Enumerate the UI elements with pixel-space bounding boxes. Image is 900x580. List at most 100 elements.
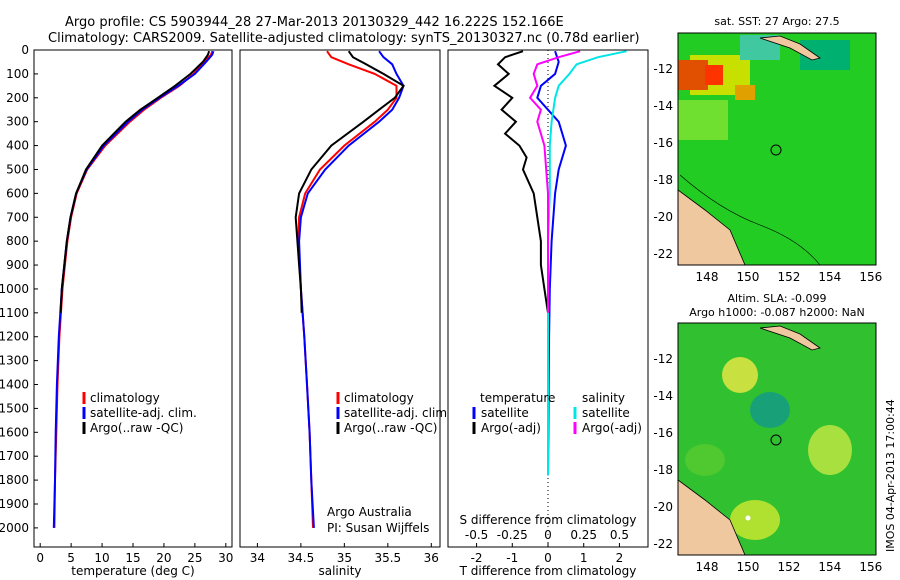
depth-tick-label: 1200 [0,330,29,344]
depth-tick-label: 0 [21,43,29,57]
map-lat-label: -14 [653,389,673,403]
map-lat-label: -16 [653,426,673,440]
png-coast [759,325,821,351]
depth-tick-label: 400 [6,139,29,153]
temperature-xlabel: temperature (deg C) [71,564,194,578]
x-tick-label: 34 [250,551,265,565]
map-lat-label: -22 [653,247,673,261]
sst-patch-4 [678,100,728,140]
map-lat-label: -16 [653,136,673,150]
temperature-x-axis: 0 5 10 15 20 25 30 [36,543,233,565]
s-diff-tick-label: 0.5 [610,528,629,542]
temperature-axes-frame [33,49,233,548]
temperature-legend: climatology satellite-adj. clim. Argo(..… [82,391,197,435]
depth-axis: 0 100 200 300 400 500 600 700 800 900 1000 1100 1200… [0,43,38,535]
legend-argo: Argo(..raw -QC) [90,421,183,435]
series-line-temperature-argo-adj- [492,50,549,313]
map-lon-label: 154 [818,560,841,574]
salinity-x-axis: 34 34.5 35 35.5 36 [250,543,439,565]
difference-legend: temperature satellite Argo(-adj) salinit… [472,391,642,435]
x-tick-label: 0 [36,551,44,565]
depth-tick-label: 1800 [0,473,29,487]
depth-tick-label: 1900 [0,497,29,511]
x-tick-label: 10 [94,551,109,565]
x-tick-label: -2 [471,551,483,565]
sla-map-axes: 148 150 152 154 156 -12 -14 -16 -18 -20 -22 [653,352,882,574]
map-lat-label: -20 [653,210,673,224]
imos-timestamp: IMOS 04-Apr-2013 17:00:44 [884,399,897,552]
salinity-axes-frame [239,49,441,548]
png-coast [759,35,821,61]
x-tick-label: 0 [544,551,552,565]
legend-satellite: satellite-adj. clim. [344,406,451,420]
depth-tick-label: 1600 [0,425,29,439]
s-diff-tick-label: 0.25 [570,528,597,542]
argo-position-marker [770,434,782,446]
difference-lines [492,50,627,476]
legend-s-satellite: satellite [582,406,630,420]
difference-xlabel: T difference from climatology [459,564,637,578]
sla-high-1 [722,357,758,393]
sla-low-1 [750,392,790,428]
series-line-salinity-argo-adj- [528,50,581,313]
sla-map-panel: Altim. SLA: -0.099 Argo h1000: -0.087 h2… [653,292,882,574]
map-lon-label: 156 [859,560,882,574]
depth-tick-label: 600 [6,186,29,200]
legend-satellite: satellite-adj. clim. [90,406,197,420]
depth-tick-label: 1400 [0,378,29,392]
sla-map-title-1: Altim. SLA: -0.099 [727,292,826,305]
argo-float-dot [745,515,751,521]
temperature-lines [52,50,215,528]
map-lon-label: 156 [859,270,882,284]
depth-tick-label: 200 [6,91,29,105]
depth-tick-label: 1700 [0,449,29,463]
pi-label: PI: Susan Wijffels [327,521,429,535]
depth-tick-label: 2000 [0,521,29,535]
series-line-satellite-adj-clim- [298,50,405,528]
salinity-panel: 34 34.5 35 35.5 36 salinity climatology sate… [239,49,451,578]
organization-label: Argo Australia [327,505,412,519]
legend-t-satellite: satellite [481,406,529,420]
depth-tick-label: 700 [6,210,29,224]
sst-hot-patch [678,60,708,90]
legend-argo: Argo(..raw -QC) [344,421,437,435]
x-tick-label: -1 [506,551,518,565]
map-lon-label: 154 [818,270,841,284]
series-line-argo-raw-qc- [59,50,211,313]
x-tick-label: 25 [187,551,202,565]
legend-salinity-title: salinity [582,391,625,405]
sst-map-frame [677,32,877,266]
series-line-salinity-satellite [547,50,627,476]
difference-xlabel-top: S difference from climatology [460,513,637,527]
depth-tick-label: 1100 [0,306,29,320]
sla-mid [685,444,725,476]
x-tick-label: 2 [616,551,624,565]
map-lon-label: 150 [736,560,759,574]
sst-map-panel: sat. SST: 27 Argo: 27.5 148 150 152 154 156 -… [653,15,882,284]
map-lat-label: -14 [653,99,673,113]
depth-tick-label: 800 [6,234,29,248]
depth-tick-label: 900 [6,258,29,272]
argo-position-marker [770,144,782,156]
australia-coast [678,189,746,265]
sst-patch-3 [735,85,755,100]
salinity-legend: climatology satellite-adj. clim. Argo(..… [336,391,451,435]
sla-high-2 [808,425,852,475]
sst-hot-core [705,65,723,85]
sst-map-title: sat. SST: 27 Argo: 27.5 [714,15,839,28]
map-lat-label: -12 [653,352,673,366]
depth-tick-label: 1000 [0,282,29,296]
legend-temperature-title: temperature [480,391,555,405]
map-lat-label: -12 [653,62,673,76]
legend-s-argo: Argo(-adj) [582,421,642,435]
x-tick-label: 30 [218,551,233,565]
title-line-2: Climatology: CARS2009. Satellite-adjuste… [48,31,640,46]
map-lon-label: 152 [777,270,800,284]
shelf-contour [679,174,821,265]
sst-map-axes: 148 150 152 154 156 -12 -14 -16 -18 -20 -22 [653,62,882,284]
sst-map-image [678,33,876,265]
salinity-lines [294,50,405,528]
sla-high-3 [730,500,780,540]
